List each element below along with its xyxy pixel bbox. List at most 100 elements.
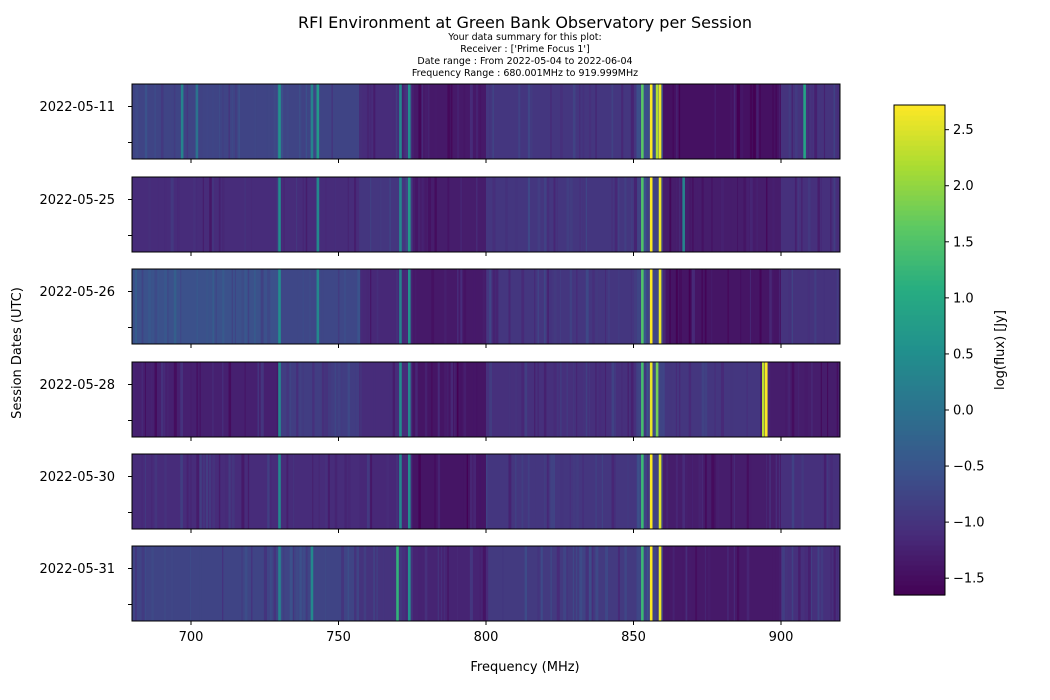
rfi-line [408, 177, 411, 252]
colorbar-swatch [894, 110, 945, 116]
channel-stripe [524, 454, 526, 529]
channel-stripe [402, 454, 405, 529]
channel-stripe [791, 546, 794, 621]
channel-stripe [714, 84, 716, 159]
channel-stripe [254, 269, 256, 344]
channel-stripe [376, 546, 378, 621]
channel-stripe [482, 546, 486, 621]
channel-stripe [785, 362, 787, 437]
colorbar-swatch [894, 145, 945, 151]
channel-stripe [170, 546, 174, 621]
colorbar-swatch [894, 190, 945, 196]
channel-stripe [193, 177, 196, 252]
channel-stripe [553, 454, 555, 529]
channel-stripe [502, 546, 504, 621]
channel-stripe [186, 454, 189, 529]
channel-stripe [289, 546, 293, 621]
channel-stripe [457, 84, 460, 159]
colorbar-swatch [894, 315, 945, 321]
channel-stripe [305, 84, 307, 159]
channel-stripe [704, 362, 708, 437]
channel-stripe [154, 454, 158, 529]
channel-stripe [646, 454, 649, 529]
channel-stripe [486, 269, 487, 344]
channel-stripe [209, 177, 212, 252]
chart-subtitle-line-4: Frequency Range : 680.001MHz to 919.999M… [412, 68, 638, 79]
colorbar-swatch [894, 420, 945, 426]
channel-stripe [675, 269, 678, 344]
channel-stripe [543, 362, 547, 437]
x-tick-label: 750 [326, 630, 351, 645]
channel-stripe [148, 177, 151, 252]
colorbar-swatch [894, 200, 945, 206]
channel-stripe [331, 84, 333, 159]
session-panel: 2022-05-31 [39, 545, 841, 625]
channel-stripe [302, 269, 304, 344]
channel-stripe [823, 84, 826, 159]
channel-stripe [630, 362, 634, 437]
channel-stripe [685, 177, 688, 252]
colorbar-swatch [894, 520, 945, 526]
channel-stripe [646, 362, 649, 437]
channel-stripe [437, 454, 441, 529]
channel-stripe [508, 454, 512, 529]
channel-stripe [727, 546, 729, 621]
channel-stripe [151, 362, 153, 437]
colorbar-tick-label: 2.0 [953, 179, 974, 194]
channel-stripe [402, 546, 406, 621]
colorbar-swatch [894, 450, 945, 456]
chart-subtitle-line-1: Your data summary for this plot: [447, 32, 601, 43]
rfi-line [180, 84, 184, 159]
channel-stripe [154, 362, 157, 437]
channel-stripe [199, 362, 201, 437]
channel-stripe [302, 546, 306, 621]
channel-stripe [151, 454, 153, 529]
channel-stripe [173, 362, 177, 437]
channel-stripe [363, 546, 367, 621]
channel-stripe [196, 362, 199, 437]
channel-stripe [560, 84, 563, 159]
channel-stripe [428, 177, 432, 252]
channel-stripe [148, 269, 151, 344]
channel-stripe [370, 454, 373, 529]
session-date-label: 2022-05-28 [39, 378, 115, 393]
channel-stripe [601, 362, 605, 437]
channel-stripe [691, 269, 695, 344]
rfi-line [316, 269, 320, 344]
colorbar-swatch [894, 280, 945, 286]
channel-stripe [560, 269, 562, 344]
channel-stripe [196, 269, 199, 344]
flux-segment [486, 177, 637, 252]
channel-stripe [811, 546, 813, 621]
rfi-line [649, 269, 653, 344]
channel-stripe [582, 177, 586, 252]
channel-stripe [141, 269, 144, 344]
rfi-line [649, 546, 653, 621]
channel-stripe [457, 362, 459, 437]
channel-stripe [527, 84, 531, 159]
x-axis: 700 750 800 850 900 [179, 630, 794, 645]
channel-stripe [572, 269, 575, 344]
channel-stripe [212, 454, 216, 529]
colorbar-swatch [894, 305, 945, 311]
channel-stripe [576, 362, 578, 437]
channel-stripe [341, 546, 344, 621]
channel-stripe [199, 84, 203, 159]
channel-stripe [289, 362, 292, 437]
channel-stripe [743, 177, 746, 252]
channel-stripe [482, 269, 486, 344]
channel-stripe [164, 269, 167, 344]
rfi-line [278, 454, 281, 529]
channel-stripe [344, 454, 347, 529]
channel-stripe [753, 84, 756, 159]
flux-segment [132, 84, 360, 159]
channel-stripe [775, 454, 778, 529]
channel-stripe [447, 84, 450, 159]
colorbar-swatch [894, 335, 945, 341]
channel-stripe [749, 177, 753, 252]
channel-stripe [189, 454, 192, 529]
channel-stripe [418, 177, 420, 252]
channel-stripe [228, 362, 232, 437]
channel-stripe [585, 546, 589, 621]
colorbar-swatch [894, 170, 945, 176]
